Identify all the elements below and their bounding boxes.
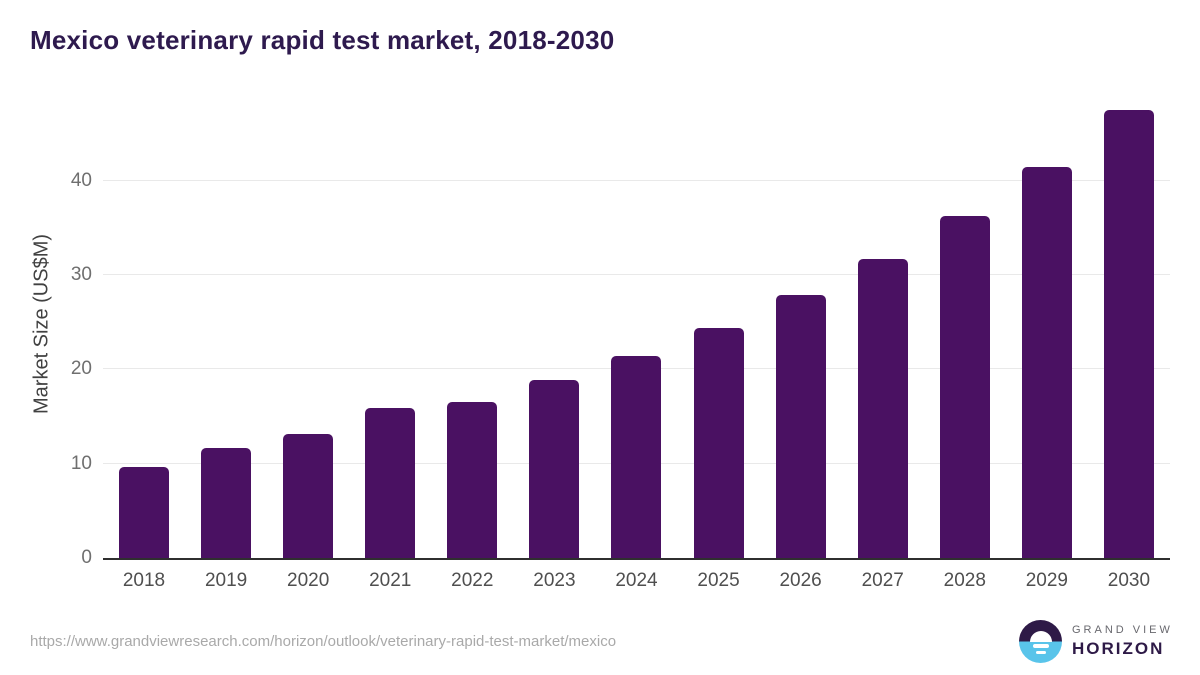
bar-2027 xyxy=(857,258,908,558)
logo-line-grand-view: GRAND VIEW xyxy=(1072,624,1173,636)
bar-2020 xyxy=(283,434,334,558)
x-axis-ticks: 2018 2019 2020 2021 2022 2023 2024 2025 2026 2027… xyxy=(103,570,1170,592)
x-tick-label-2018: 2018 xyxy=(122,570,166,591)
bars-row xyxy=(103,90,1170,558)
bar-2021 xyxy=(365,407,416,558)
x-tick-label-2030: 2030 xyxy=(1107,570,1151,591)
sun-dome-shape xyxy=(1029,630,1052,642)
horizon-stripe-1 xyxy=(1032,644,1049,648)
y-tick-label-30: 30 xyxy=(70,263,92,285)
bar-2025 xyxy=(693,327,744,558)
source-url: https://www.grandviewresearch.com/horizo… xyxy=(30,633,617,650)
x-tick-label-2019: 2019 xyxy=(204,570,248,591)
grand-view-horizon-logo: GRAND VIEW HORIZON xyxy=(1019,620,1173,663)
bar-2028 xyxy=(939,216,990,558)
x-tick-label-2028: 2028 xyxy=(943,570,986,591)
x-tick-label-2022: 2022 xyxy=(451,570,494,591)
x-tick-label-2023: 2023 xyxy=(533,570,576,591)
horizon-sunrise-icon xyxy=(1019,620,1062,663)
bar-2026 xyxy=(775,294,826,558)
x-tick-label-2027: 2027 xyxy=(861,570,904,591)
x-tick-label-2029: 2029 xyxy=(1025,570,1068,591)
page-title: Mexico veterinary rapid test market, 201… xyxy=(30,25,615,55)
horizon-stripe-2 xyxy=(1035,651,1046,654)
x-tick-label-2025: 2025 xyxy=(697,570,740,591)
gridline-30 xyxy=(103,273,1170,275)
y-tick-label-0: 0 xyxy=(81,547,92,568)
logo-text: GRAND VIEW HORIZON xyxy=(1072,624,1173,659)
gridline-40 xyxy=(103,179,1170,181)
x-tick-label-2026: 2026 xyxy=(779,570,822,591)
plot-area xyxy=(103,90,1170,560)
bar-2024 xyxy=(611,356,662,558)
y-tick-label-40: 40 xyxy=(70,169,92,191)
y-tick-label-20: 20 xyxy=(70,358,92,380)
x-tick-label-2024: 2024 xyxy=(615,570,658,591)
bar-2023 xyxy=(529,379,580,558)
x-tick-label-2021: 2021 xyxy=(369,570,412,591)
x-tick-label-2020: 2020 xyxy=(287,570,330,591)
bar-2018 xyxy=(119,467,169,558)
y-axis-ticks: 0 10 20 30 40 xyxy=(30,90,92,567)
bar-2029 xyxy=(1021,167,1072,558)
bar-2030 xyxy=(1103,109,1154,558)
bar-2019 xyxy=(201,447,252,558)
y-tick-label-10: 10 xyxy=(70,452,92,474)
bar-2022 xyxy=(447,402,498,558)
logo-line-horizon: HORIZON xyxy=(1072,639,1165,658)
